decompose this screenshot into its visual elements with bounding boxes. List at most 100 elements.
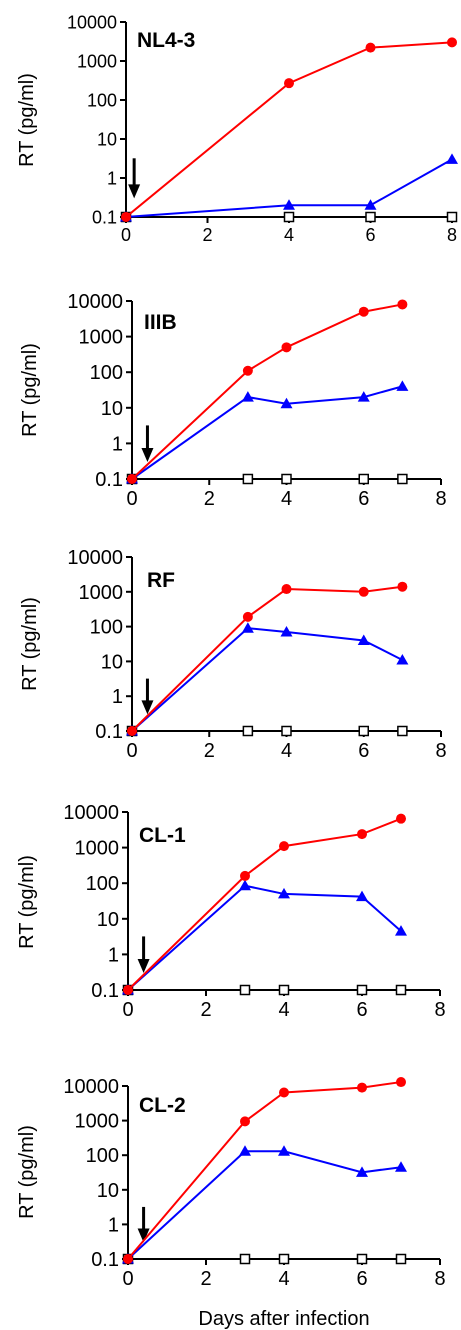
data-point-square xyxy=(278,1253,290,1265)
data-point-circle xyxy=(281,584,292,595)
y-tick-label: 1 xyxy=(112,433,123,455)
data-point-square xyxy=(365,211,376,223)
x-tick-label: 2 xyxy=(200,1268,211,1290)
y-axis-label: RT (pg/ml) xyxy=(19,597,41,691)
x-tick-label: 8 xyxy=(435,488,446,510)
chart-panel-2: 0.1 1 10 100 1000 10000 0 2 4 6 8 RT (pg/ml) RF xyxy=(19,547,447,762)
y-tick-label: 10000 xyxy=(63,1076,119,1098)
data-point-square xyxy=(242,473,254,485)
panel-title: NL4-3 xyxy=(137,29,195,52)
x-tick-label: 0 xyxy=(122,1268,133,1290)
data-point-triangle xyxy=(357,634,370,645)
data-point-circle xyxy=(396,1077,406,1088)
x-tick-label: 4 xyxy=(284,225,294,245)
data-point-square xyxy=(397,473,408,485)
arrow-head xyxy=(137,1228,150,1243)
y-tick-label: 10 xyxy=(97,1180,119,1202)
y-tick-label: 10 xyxy=(97,129,117,149)
chart-panel-3: 0.1 1 10 100 1000 10000 0 2 4 6 8 RT (pg/ml) CL-1 xyxy=(16,802,446,1021)
data-point-triangle xyxy=(396,653,409,665)
x-tick-label: 2 xyxy=(202,225,212,245)
data-point-circle xyxy=(279,1087,289,1098)
y-tick-label: 0.1 xyxy=(95,721,123,743)
data-point-square xyxy=(281,725,292,737)
data-point-square xyxy=(395,984,407,996)
data-point-triangle xyxy=(280,625,293,637)
y-axis-label: RT (pg/ml) xyxy=(16,1125,38,1219)
data-point-triangle xyxy=(364,199,377,210)
y-tick-label: 10000 xyxy=(67,547,123,569)
y-tick-label: 0.1 xyxy=(92,207,117,227)
y-tick-label: 100 xyxy=(86,1145,119,1167)
x-tick-label: 8 xyxy=(447,225,457,245)
panel-title: RF xyxy=(147,569,175,592)
data-point-circle xyxy=(397,581,408,592)
y-tick-label: 1 xyxy=(108,1214,119,1236)
panel-title: CL-2 xyxy=(139,1094,186,1117)
series-line-triangle xyxy=(127,1150,402,1260)
x-tick-label: 0 xyxy=(122,999,133,1021)
data-point-circle xyxy=(397,299,408,310)
data-point-triangle xyxy=(241,622,254,633)
y-tick-label: 0.1 xyxy=(91,1249,119,1271)
data-point-square xyxy=(358,725,369,737)
data-point-circle xyxy=(127,474,137,484)
data-point-square xyxy=(239,1253,251,1265)
y-tick-label: 1000 xyxy=(75,838,120,860)
y-tick-label: 10 xyxy=(97,909,119,931)
data-point-square xyxy=(242,725,254,737)
y-tick-label: 1 xyxy=(107,168,117,188)
y-tick-label: 10000 xyxy=(67,12,117,32)
data-point-triangle xyxy=(356,1166,368,1177)
x-tick-label: 4 xyxy=(281,740,292,762)
arrow-head xyxy=(141,448,154,463)
y-tick-label: 1000 xyxy=(79,582,124,604)
x-tick-label: 4 xyxy=(278,1268,289,1290)
data-point-square xyxy=(358,473,369,485)
data-point-circle xyxy=(357,1082,367,1093)
panel-title: IIIB xyxy=(144,311,177,334)
data-point-circle xyxy=(242,365,253,376)
data-point-circle xyxy=(284,78,294,89)
data-point-circle xyxy=(396,813,406,824)
x-tick-label: 8 xyxy=(434,999,445,1021)
x-tick-label: 6 xyxy=(365,225,375,245)
y-axis-label: RT (pg/ml) xyxy=(16,855,38,949)
x-tick-label: 6 xyxy=(358,740,369,762)
y-tick-label: 1000 xyxy=(77,51,117,71)
data-point-square xyxy=(446,211,458,223)
y-axis-label: RT (pg/ml) xyxy=(19,343,41,437)
y-tick-label: 10 xyxy=(101,651,123,673)
data-point-circle xyxy=(357,829,367,840)
series-line-triangle xyxy=(127,884,402,991)
x-tick-label: 0 xyxy=(121,225,131,245)
data-point-square xyxy=(397,725,408,737)
data-point-triangle xyxy=(278,887,290,899)
y-tick-label: 0.1 xyxy=(91,980,119,1002)
data-point-circle xyxy=(358,586,369,597)
data-point-square xyxy=(239,984,251,996)
data-point-circle xyxy=(447,37,457,48)
data-point-triangle xyxy=(395,925,407,936)
data-point-square xyxy=(283,211,295,223)
y-tick-label: 1000 xyxy=(75,1111,120,1133)
x-tick-label: 8 xyxy=(435,740,446,762)
x-tick-label: 2 xyxy=(200,999,211,1021)
data-point-circle xyxy=(242,611,253,622)
series-line-circle xyxy=(125,41,453,218)
x-tick-label: 6 xyxy=(356,1268,367,1290)
x-tick-label: 6 xyxy=(356,999,367,1021)
data-point-square xyxy=(395,1253,407,1265)
y-axis-label: RT (pg/ml) xyxy=(16,73,38,167)
arrow-head xyxy=(128,184,141,199)
y-tick-label: 100 xyxy=(86,873,119,895)
data-point-square xyxy=(356,984,368,996)
data-point-circle xyxy=(121,212,131,222)
data-point-square xyxy=(356,1253,368,1265)
chart-panel-4: 0.1 1 10 100 1000 10000 0 2 4 6 8 RT (pg/ml) CL-2 Day… xyxy=(16,1076,446,1330)
data-point-square xyxy=(278,984,290,996)
arrow-head xyxy=(137,959,150,974)
data-point-circle xyxy=(279,841,289,852)
y-tick-label: 10000 xyxy=(67,291,123,313)
